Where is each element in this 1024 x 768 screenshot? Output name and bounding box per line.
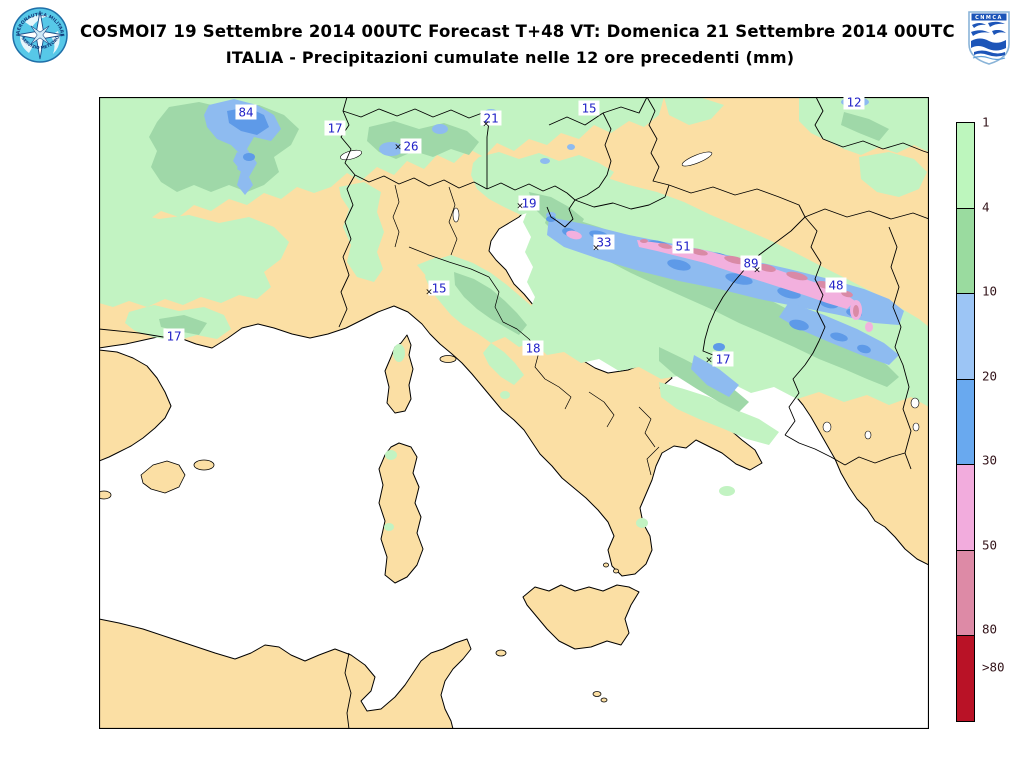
legend-segment-50-80 bbox=[957, 549, 974, 635]
legend-segment-20-30 bbox=[957, 378, 974, 464]
iberia bbox=[99, 349, 172, 462]
elba bbox=[439, 355, 457, 363]
map-frame bbox=[99, 97, 929, 729]
legend-tick: 30 bbox=[982, 452, 998, 468]
sicily bbox=[522, 584, 640, 650]
pantelleria bbox=[495, 649, 507, 657]
aeronautica-militare-logo: AERONAUTICA MILITARE SERVIZIO METEOROLOG… bbox=[11, 6, 68, 63]
precipitation-legend: 1 4 10 20 30 50 80 >80 bbox=[956, 115, 1024, 722]
legend-tick: 50 bbox=[982, 537, 998, 553]
malta bbox=[592, 691, 602, 697]
legend-tick: 10 bbox=[982, 283, 998, 299]
legend-tick: 20 bbox=[982, 368, 998, 384]
lake-balaton bbox=[681, 151, 713, 167]
sardinia bbox=[378, 442, 424, 584]
cnmca-logo: CNMCA bbox=[968, 11, 1010, 65]
precipitation-map: 84 17 26 21 15 12 19 33 51 89 48 18 17 15 17 × × × × × × × bbox=[99, 94, 929, 729]
corsica bbox=[384, 334, 414, 414]
title-line-2: ITALIA - Precipitazioni cumulate nelle 1… bbox=[225, 48, 795, 67]
title-line-1: COSMOI7 19 Settembre 2014 00UTC Forecast… bbox=[80, 22, 955, 41]
svg-text:CNMCA: CNMCA bbox=[975, 15, 1003, 21]
north-africa bbox=[99, 618, 472, 729]
legend-segment-10-20 bbox=[957, 293, 974, 379]
lake-garda bbox=[452, 207, 460, 223]
menorca bbox=[193, 459, 215, 471]
legend-segment-1-4 bbox=[957, 123, 974, 208]
legend-tick: >80 bbox=[982, 659, 1005, 675]
mallorca bbox=[140, 460, 186, 494]
page-title: COSMOI7 19 Settembre 2014 00UTC Forecast… bbox=[80, 22, 955, 67]
ibiza bbox=[99, 490, 112, 500]
legend-tick: 1 bbox=[982, 114, 990, 130]
legend-segment-30-50 bbox=[957, 464, 974, 550]
borders-layer bbox=[99, 97, 929, 729]
legend-segment-4-10 bbox=[957, 207, 974, 293]
legend-color-bar bbox=[956, 122, 975, 722]
legend-tick: 80 bbox=[982, 621, 998, 637]
legend-tick: 4 bbox=[982, 199, 990, 215]
aeolian-island bbox=[603, 562, 609, 568]
legend-segment->80 bbox=[957, 635, 974, 721]
